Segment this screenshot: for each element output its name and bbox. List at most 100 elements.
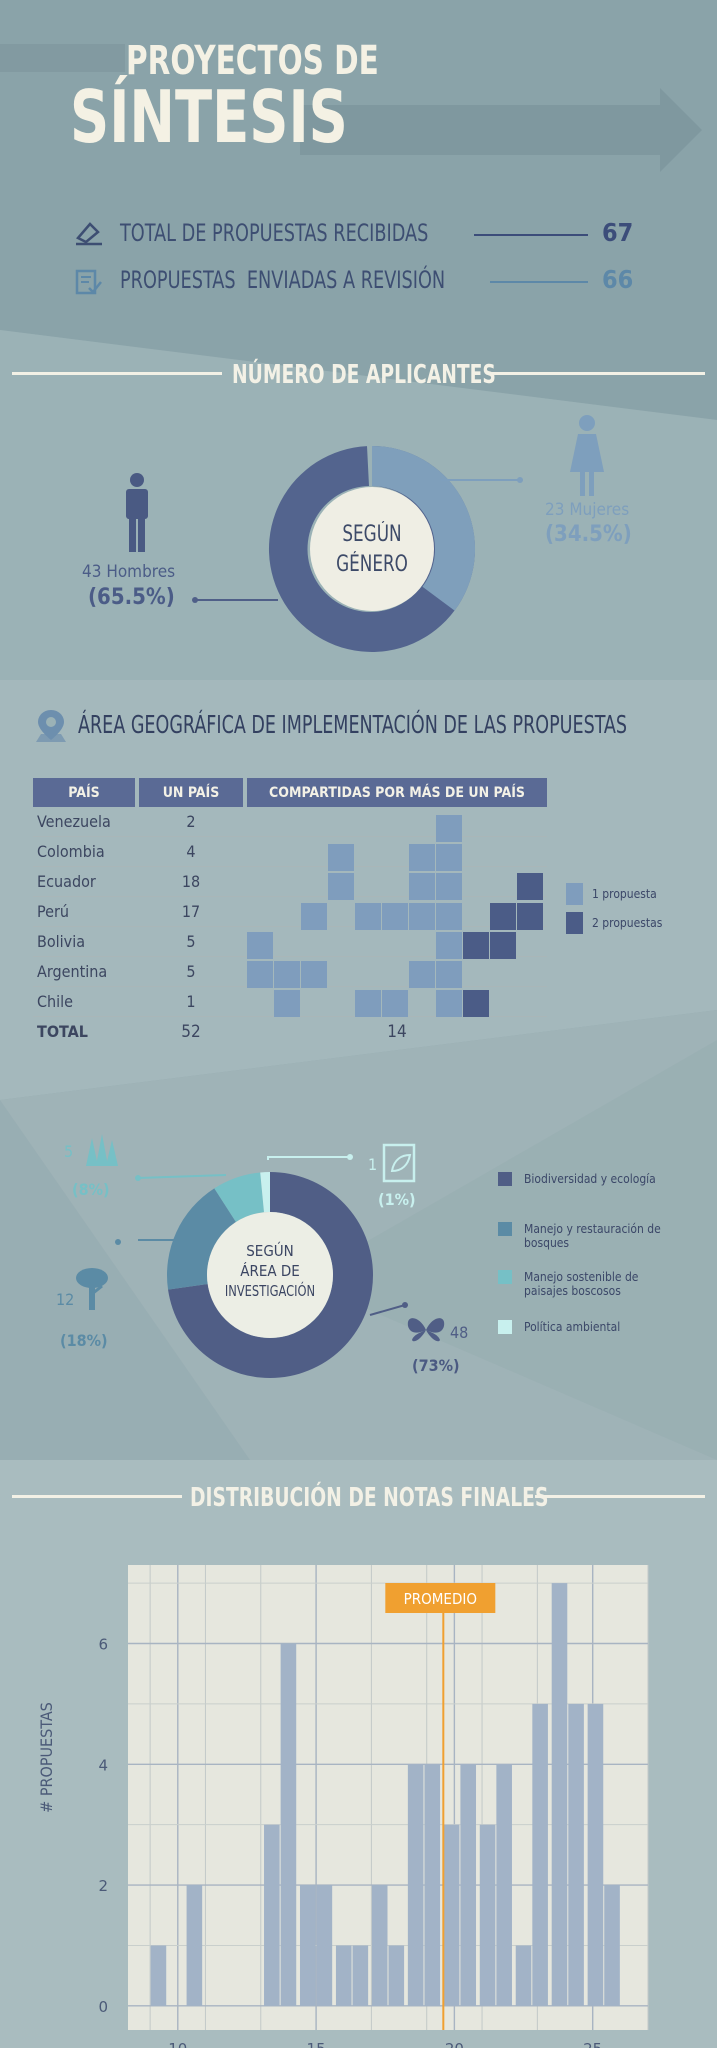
y-axis-label: # PROPUESTAS xyxy=(37,1702,56,1813)
histogram-bar xyxy=(316,1885,333,2006)
donut-slice xyxy=(214,1172,265,1223)
shared-cell xyxy=(436,902,462,930)
count-cell: 1 xyxy=(139,986,243,1017)
shared-cell xyxy=(355,902,381,930)
histogram-bar xyxy=(407,1764,424,2006)
histogram-bar xyxy=(299,1885,316,2006)
shared-cell xyxy=(436,844,462,872)
grades-histogram: PROMEDIO101520250246NOTA FINAL# PROPUEST… xyxy=(37,1565,649,2048)
country-cell: Argentina xyxy=(33,956,135,987)
table-row: Venezuela 2 xyxy=(33,807,547,837)
shared-cell xyxy=(517,873,543,901)
shared-cell xyxy=(436,815,462,842)
count-cell: 4 xyxy=(139,836,243,867)
histogram-bar xyxy=(388,1945,405,2006)
shared-cell xyxy=(247,931,273,959)
shared-matrix xyxy=(247,815,547,1018)
histogram-bar xyxy=(352,1945,369,2006)
woman-icon xyxy=(570,415,604,496)
shared-cell xyxy=(490,931,516,959)
research-pct-3: (8%) xyxy=(72,1180,110,1199)
shared-cell xyxy=(409,902,435,930)
research-center-line3: INVESTIGACIÓN xyxy=(224,1282,316,1300)
histogram-bar xyxy=(280,1643,297,2006)
total-shared: 14 xyxy=(387,1021,407,1042)
x-tick-label: 10 xyxy=(168,2040,187,2048)
research-count-3: 5 xyxy=(64,1142,74,1161)
leaf-document-icon xyxy=(382,1143,416,1183)
geo-title: ÁREA GEOGRÁFICA DE IMPLEMENTACIÓN DE LAS… xyxy=(78,710,628,739)
divider-left-2 xyxy=(12,1495,182,1498)
country-cell: Bolivia xyxy=(33,926,135,957)
shared-cell xyxy=(274,990,300,1018)
shared-cell xyxy=(409,873,435,901)
legend-swatch-2 xyxy=(566,912,583,934)
country-cell: Venezuela xyxy=(33,807,135,837)
document-check-icon xyxy=(75,269,102,295)
shared-cell xyxy=(436,961,462,988)
shared-cell xyxy=(463,931,489,959)
shared-cell xyxy=(274,961,300,988)
women-pct: (34.5%) xyxy=(545,522,632,547)
donut-center-line2: GÉNERO xyxy=(336,552,408,577)
butterfly-icon xyxy=(407,1318,445,1342)
research-legend-label-3: Manejo sostenible de paisajes boscosos xyxy=(524,1270,639,1298)
men-label: 43 Hombres xyxy=(82,562,176,582)
shared-cell xyxy=(247,961,273,988)
histogram-bar xyxy=(479,1824,496,2006)
geo-table: PAÍS UN PAÍS COMPARTIDAS POR MÁS DE UN P… xyxy=(33,778,547,1046)
histogram-bar xyxy=(186,1885,203,2006)
stat-review-line xyxy=(490,281,588,283)
table-row: Colombia 4 xyxy=(33,836,547,867)
women-label: 23 Mujeres xyxy=(545,500,630,520)
histogram-bar xyxy=(335,1945,352,2006)
y-tick-label: 2 xyxy=(98,1877,108,1895)
y-tick-label: 0 xyxy=(98,1998,108,2016)
research-legend-swatch-3 xyxy=(498,1270,512,1284)
legend-label-1: 1 propuesta xyxy=(592,887,657,901)
geo-header-single: UN PAÍS xyxy=(139,778,243,807)
shared-cell xyxy=(409,844,435,872)
legend-swatch-1 xyxy=(566,883,583,905)
chart-title: DISTRIBUCIÓN DE NOTAS FINALES xyxy=(190,1483,549,1513)
geo-header-country: PAÍS xyxy=(33,778,135,807)
histogram-bar xyxy=(604,1885,620,2006)
stat-received-label: TOTAL DE PROPUESTAS RECIBIDAS xyxy=(120,219,429,247)
total-label: TOTAL xyxy=(37,1022,88,1041)
shared-cell xyxy=(382,990,408,1018)
research-pct-1: (73%) xyxy=(412,1356,460,1375)
stat-review-value: 66 xyxy=(602,265,634,294)
donut-slice xyxy=(260,1172,270,1213)
research-count-2: 12 xyxy=(56,1290,75,1309)
research-center-line2: ÁREA DE xyxy=(240,1262,300,1280)
shared-cell xyxy=(436,873,462,901)
country-cell: Perú xyxy=(33,896,135,927)
shared-cell xyxy=(382,902,408,930)
shared-cell xyxy=(409,961,435,988)
histogram-bar xyxy=(496,1764,512,2006)
country-cell: Colombia xyxy=(33,836,135,867)
gender-donut-chart xyxy=(192,446,523,652)
research-legend-swatch-4 xyxy=(498,1320,512,1334)
geo-header-shared: COMPARTIDAS POR MÁS DE UN PAÍS xyxy=(247,778,547,807)
stat-received-line xyxy=(474,234,588,236)
histogram-bar xyxy=(150,1945,167,2006)
research-count-4: 1 xyxy=(368,1155,378,1174)
research-legend-label-2: Manejo y restauración de bosques xyxy=(524,1222,661,1250)
stat-review-label: PROPUESTAS ENVIADAS A REVISIÓN xyxy=(120,266,446,294)
research-count-1: 48 xyxy=(450,1323,469,1342)
histogram-bar xyxy=(568,1703,584,2006)
x-tick-label: 25 xyxy=(583,2040,602,2048)
shared-cell xyxy=(436,931,462,959)
donut-women xyxy=(372,446,476,611)
histogram-bar xyxy=(551,1583,568,2006)
header-arrow xyxy=(0,44,702,172)
histogram-bar xyxy=(460,1764,477,2006)
shared-cell xyxy=(355,990,381,1018)
header-title-line1: PROYECTOS DE xyxy=(126,38,379,84)
shared-cell xyxy=(301,961,327,988)
histogram-bar xyxy=(443,1824,460,2006)
donut-slice xyxy=(168,1172,373,1378)
count-cell: 5 xyxy=(139,956,243,987)
histogram-bar xyxy=(515,1945,532,2006)
